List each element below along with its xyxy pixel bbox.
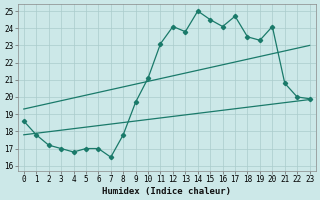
X-axis label: Humidex (Indice chaleur): Humidex (Indice chaleur) — [102, 187, 231, 196]
